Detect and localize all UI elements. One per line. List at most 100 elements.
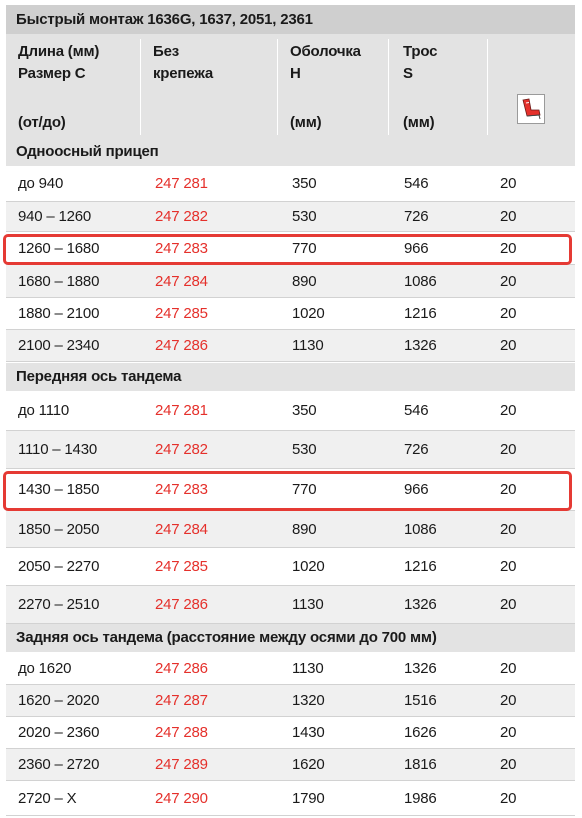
cell-length: 1260 – 1680 <box>18 240 100 257</box>
table-row: 2050 – 2270 247 285 1020 1216 20 <box>6 548 575 586</box>
cell-qty: 20 <box>500 596 517 613</box>
header-sheath-line2: Н <box>290 65 301 82</box>
table-row: 2100 – 2340 247 286 1130 1326 20 <box>6 330 575 362</box>
cell-article: 247 286 <box>155 596 208 613</box>
table-row: 1680 – 1880 247 284 890 1086 20 <box>6 265 575 298</box>
table-row: до 940 247 281 350 546 20 <box>6 166 575 202</box>
cell-length: 1850 – 2050 <box>18 521 100 538</box>
row-divider <box>6 684 575 685</box>
cell-cable: 1986 <box>404 790 437 807</box>
cell-qty: 20 <box>500 521 517 538</box>
header-cable-line2: S <box>403 65 413 82</box>
row-divider <box>6 780 575 781</box>
cell-sheath: 1130 <box>292 660 324 677</box>
header-divider <box>140 39 141 135</box>
cell-cable: 1216 <box>404 558 437 575</box>
cell-article: 247 284 <box>155 521 208 538</box>
cell-article: 247 284 <box>155 273 208 290</box>
cell-cable: 546 <box>404 402 429 419</box>
cell-sheath: 350 <box>292 402 317 419</box>
cell-sheath: 1130 <box>292 596 324 613</box>
header-sheath-line1: Оболочка <box>290 43 361 60</box>
cell-sheath: 770 <box>292 240 317 257</box>
table-header: Длина (мм) Размер С (от/до) Без крепежа … <box>6 34 575 138</box>
cell-article: 247 285 <box>155 558 208 575</box>
cell-article: 247 286 <box>155 660 208 677</box>
cell-sheath: 1020 <box>292 305 325 322</box>
cell-length: 1620 – 2020 <box>18 692 100 709</box>
cell-length: 1430 – 1850 <box>18 481 100 498</box>
table-row: 2360 – 2720 247 289 1620 1816 20 <box>6 749 575 781</box>
table-row: 1850 – 2050 247 284 890 1086 20 <box>6 511 575 548</box>
row-divider <box>6 430 575 431</box>
cell-cable: 1086 <box>404 521 437 538</box>
table-title: Быстрый монтаж 1636G, 1637, 2051, 2361 <box>6 5 575 34</box>
cell-qty: 20 <box>500 481 517 498</box>
cell-length: 2050 – 2270 <box>18 558 100 575</box>
header-no-fasteners-line1: Без <box>153 43 179 60</box>
cell-article: 247 282 <box>155 208 208 225</box>
row-divider <box>6 623 575 624</box>
cell-article: 247 286 <box>155 337 208 354</box>
cell-article: 247 281 <box>155 402 208 419</box>
cell-qty: 20 <box>500 208 517 225</box>
seat-icon <box>517 94 545 124</box>
table-row: 2020 – 2360 247 288 1430 1626 20 <box>6 717 575 749</box>
row-divider <box>6 468 575 469</box>
cell-article: 247 281 <box>155 175 208 192</box>
cell-sheath: 350 <box>292 175 317 192</box>
cell-cable: 546 <box>404 175 429 192</box>
header-length: Длина (мм) Размер С (от/до) <box>6 34 140 138</box>
row-divider <box>6 748 575 749</box>
cell-cable: 966 <box>404 240 429 257</box>
cell-length: до 1110 <box>18 402 70 419</box>
cell-sheath: 1430 <box>292 724 325 741</box>
row-divider <box>6 547 575 548</box>
cell-article: 247 282 <box>155 441 208 458</box>
cell-article: 247 290 <box>155 790 208 807</box>
header-sheath: Оболочка Н (мм) <box>278 34 388 138</box>
header-no-fasteners-line2: крепежа <box>153 65 213 82</box>
cell-length: до 940 <box>18 175 64 192</box>
table-row: 1110 – 1430 247 282 530 726 20 <box>6 431 575 469</box>
cell-cable: 1326 <box>404 660 437 677</box>
cell-cable: 1626 <box>404 724 437 741</box>
cell-qty: 20 <box>500 692 517 709</box>
cell-cable: 1326 <box>404 596 437 613</box>
cell-length: 940 – 1260 <box>18 208 92 225</box>
cell-article: 247 285 <box>155 305 208 322</box>
cell-length: 1110 – 1430 <box>18 441 97 458</box>
cell-cable: 1816 <box>404 756 437 773</box>
cell-sheath: 1020 <box>292 558 325 575</box>
section-title: Передняя ось тандема <box>6 363 575 391</box>
header-divider <box>487 39 488 135</box>
table-row: 1620 – 2020 247 287 1320 1516 20 <box>6 685 575 717</box>
cell-sheath: 770 <box>292 481 317 498</box>
cell-sheath: 1620 <box>292 756 325 773</box>
cell-length: 2020 – 2360 <box>18 724 100 741</box>
cell-qty: 20 <box>500 305 517 322</box>
header-divider <box>277 39 278 135</box>
row-highlight-frame <box>3 471 572 511</box>
row-divider <box>6 329 575 330</box>
cell-qty: 20 <box>500 402 517 419</box>
row-highlight-frame <box>3 234 572 265</box>
row-divider <box>6 201 575 202</box>
cell-length: 2360 – 2720 <box>18 756 100 773</box>
parts-table: Быстрый монтаж 1636G, 1637, 2051, 2361 Д… <box>3 5 575 816</box>
cell-qty: 20 <box>500 660 517 677</box>
cell-cable: 726 <box>404 208 429 225</box>
header-length-line1: Длина (мм) <box>18 43 100 60</box>
header-cable-line1: Трос <box>403 43 438 60</box>
cell-sheath: 890 <box>292 273 317 290</box>
cell-article: 247 289 <box>155 756 208 773</box>
cell-article: 247 283 <box>155 481 208 498</box>
table-row: до 1110 247 281 350 546 20 <box>6 391 575 431</box>
cell-qty: 20 <box>500 240 517 257</box>
cell-length: 2720 – X <box>18 790 77 807</box>
cell-cable: 726 <box>404 441 429 458</box>
section-title: Задняя ось тандема (расстояние между ося… <box>6 624 575 652</box>
cell-qty: 20 <box>500 175 517 192</box>
cell-length: 1680 – 1880 <box>18 273 100 290</box>
cell-article: 247 287 <box>155 692 208 709</box>
